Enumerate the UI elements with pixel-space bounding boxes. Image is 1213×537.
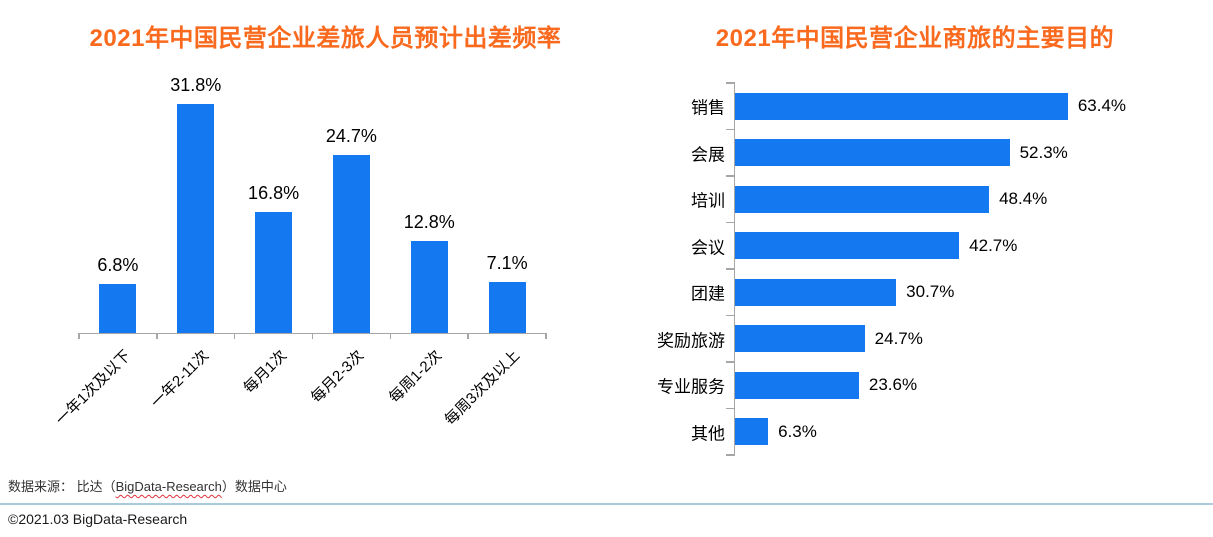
data-label: 24.7% <box>325 126 377 147</box>
bar-一年1次及以下 <box>99 284 137 333</box>
data-label: 23.6% <box>868 375 918 395</box>
bar-奖励旅游 <box>735 325 865 353</box>
x-axis-tick <box>389 333 392 339</box>
x-axis-tick <box>545 333 547 339</box>
data-label: 6.3% <box>778 421 817 441</box>
x-axis-tick <box>233 333 236 339</box>
right-chart-title: 2021年中国民营企业商旅的主要目的 <box>715 25 1115 52</box>
data-label: 52.3% <box>1019 142 1068 162</box>
category-label: 培训 <box>691 191 725 211</box>
bar-每月2-3次 <box>332 155 370 333</box>
bar-每周1-2次 <box>410 240 448 333</box>
y-axis-tick <box>726 268 735 270</box>
data-label: 48.4% <box>999 189 1048 209</box>
travel-purpose-bar-chart: 63.4% 销售 52.3% 会展 48.4% 培训 42.7% 会议 30.7% 团建 24.7%… <box>657 82 1213 456</box>
data-label: 7.1% <box>486 252 528 273</box>
data-label: 16.8% <box>248 183 300 204</box>
y-axis-tick <box>726 314 735 317</box>
y-axis-tick <box>726 128 735 131</box>
x-axis-tick <box>467 333 469 339</box>
category-label: 团建 <box>691 284 725 304</box>
category-label: 销售 <box>691 98 725 118</box>
category-label: 其他 <box>691 424 725 444</box>
bar-一年2-11次 <box>177 104 215 333</box>
bar-团建 <box>735 278 897 306</box>
data-label: 24.7% <box>874 328 923 348</box>
travel-frequency-bar-chart: 6.8% 一年1次及以下 31.8% 一年2-11次 16.8% 每月1次 24.7% 每月2… <box>53 75 547 429</box>
y-axis-tick <box>726 407 735 410</box>
category-label: 会展 <box>691 145 725 165</box>
y-axis-tick <box>726 175 735 177</box>
bar-其他 <box>735 418 769 446</box>
data-label: 12.8% <box>403 211 455 232</box>
data-label: 42.7% <box>969 235 1018 255</box>
y-axis-tick <box>726 221 735 224</box>
left-chart-title: 2021年中国民营企业差旅人员预计出差频率 <box>89 25 562 52</box>
source-note-prefix: 数据来源： 比达（ <box>8 479 116 494</box>
bar-每周3次及以上 <box>488 281 526 333</box>
category-label: 奖励旅游 <box>657 331 725 351</box>
x-axis-tick <box>156 333 158 339</box>
x-axis-tick <box>311 333 314 339</box>
data-label: 63.4% <box>1077 96 1127 116</box>
y-axis-tick <box>726 82 735 84</box>
data-label: 30.7% <box>906 282 955 302</box>
data-label: 6.8% <box>97 255 139 276</box>
bar-培训 <box>735 185 990 213</box>
data-label: 31.8% <box>170 75 222 96</box>
copyright-text: ©2021.03 BigData-Research <box>8 511 188 527</box>
bar-每月1次 <box>255 212 293 333</box>
source-note-suffix: ）数据中心 <box>221 479 287 494</box>
bar-会议 <box>735 232 960 260</box>
data-source-note: 数据来源： 比达（BigData-Research）数据中心 <box>8 476 287 495</box>
bar-专业服务 <box>735 371 859 399</box>
footer-divider <box>0 503 1213 505</box>
x-axis-tick <box>78 333 80 339</box>
y-axis-tick <box>726 361 735 363</box>
source-note-brand: BigData-Research <box>115 479 222 494</box>
y-axis-tick <box>726 454 735 456</box>
bar-会展 <box>735 139 1010 167</box>
category-label: 会议 <box>691 238 725 258</box>
bar-销售 <box>735 92 1068 120</box>
category-label: 专业服务 <box>657 377 725 397</box>
